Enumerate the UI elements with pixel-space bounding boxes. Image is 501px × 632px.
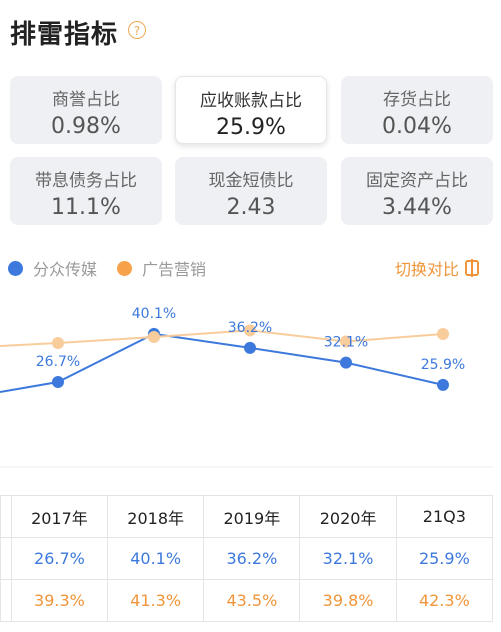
data-label: 36.2%: [228, 320, 272, 336]
compare-label: 切换对比: [394, 260, 459, 279]
table-cell: [0, 537, 12, 580]
metric-card-fixed-assets[interactable]: 固定资产占比 3.44%: [341, 157, 493, 225]
table-cell: 36.2%: [203, 537, 301, 580]
data-point: [148, 331, 160, 343]
table-header-cell: 2017年: [10, 495, 109, 538]
data-label: 32.1%: [324, 335, 368, 351]
table-row: 26.7% 40.1% 36.2% 32.1% 25.9%: [0, 537, 494, 580]
table-cell: 42.3%: [395, 579, 494, 622]
data-label: 26.7%: [36, 354, 80, 370]
page-title: 排雷指标: [10, 20, 119, 50]
table-cell: 25.9%: [395, 537, 494, 580]
data-point: [437, 378, 449, 391]
data-point: [52, 376, 64, 388]
help-icon[interactable]: ?: [128, 21, 146, 39]
table-cell: 32.1%: [299, 537, 397, 580]
metric-value: 3.44%: [382, 195, 452, 220]
table-cell: 39.3%: [10, 579, 109, 622]
legend-dot-icon: [8, 260, 23, 276]
metric-value: 0.98%: [51, 114, 121, 139]
table-cell: 40.1%: [107, 537, 205, 580]
chart-legend: 分众传媒 广告营销: [8, 256, 226, 280]
table-header-cell: 21Q3: [395, 495, 494, 538]
metric-value: 2.43: [226, 195, 276, 220]
metric-card-cash-debt[interactable]: 现金短债比 2.43: [175, 157, 327, 225]
data-label: 25.9%: [421, 357, 465, 373]
legend-item-company[interactable]: 分众传媒: [8, 256, 97, 280]
metric-value: 0.04%: [382, 114, 452, 139]
metric-card-inventory[interactable]: 存货占比 0.04%: [341, 76, 493, 144]
data-table: 2017年 2018年 2019年 2020年 21Q3 26.7% 40.1%…: [0, 495, 494, 622]
metric-card-interest-debt[interactable]: 带息债务占比 11.1%: [10, 157, 162, 225]
data-point: [244, 324, 256, 337]
table-cell: [0, 579, 12, 622]
table-header-cell: 2019年: [203, 495, 301, 538]
table-cell: 26.7%: [10, 537, 109, 580]
table-cell: 39.8%: [299, 579, 397, 622]
series-line-industry: [0, 329, 444, 347]
metric-label: 带息债务占比: [35, 171, 137, 191]
metric-label: 商誉占比: [52, 90, 120, 110]
table-row: 39.3% 41.3% 43.5% 39.8% 42.3%: [0, 579, 494, 622]
metric-card-goodwill[interactable]: 商誉占比 0.98%: [10, 76, 162, 144]
table-cell: 41.3%: [107, 579, 205, 622]
line-chart: 26.7% 40.1% 36.2% 32.1% 25.9%: [0, 306, 493, 468]
data-point: [340, 335, 352, 348]
legend-item-industry[interactable]: 广告营销: [117, 256, 206, 280]
table-header-cell: [0, 495, 12, 538]
metric-label: 固定资产占比: [366, 171, 468, 191]
table-cell: 43.5%: [203, 579, 301, 622]
table-header-row: 2017年 2018年 2019年 2020年 21Q3: [0, 495, 494, 538]
data-point: [340, 356, 352, 369]
compare-toggle-button[interactable]: 切换对比: [395, 256, 479, 280]
data-point: [437, 328, 449, 340]
legend-label: 分众传媒: [33, 260, 98, 279]
data-point: [52, 337, 64, 349]
metric-label: 应收账款占比: [200, 91, 302, 111]
legend-dot-icon: [117, 260, 133, 276]
table-header-cell: 2018年: [107, 495, 205, 538]
switch-icon: [465, 259, 479, 277]
metric-label: 存货占比: [383, 90, 451, 110]
series-line-company: [0, 332, 444, 393]
table-header-cell: 2020年: [299, 495, 397, 538]
data-point: [244, 341, 256, 354]
metric-value: 25.9%: [216, 115, 286, 140]
data-label: 40.1%: [132, 306, 176, 322]
metric-card-receivables[interactable]: 应收账款占比 25.9%: [175, 76, 327, 144]
legend-label: 广告营销: [142, 260, 207, 279]
metric-value: 11.1%: [51, 195, 121, 220]
metric-label: 现金短债比: [208, 171, 294, 191]
